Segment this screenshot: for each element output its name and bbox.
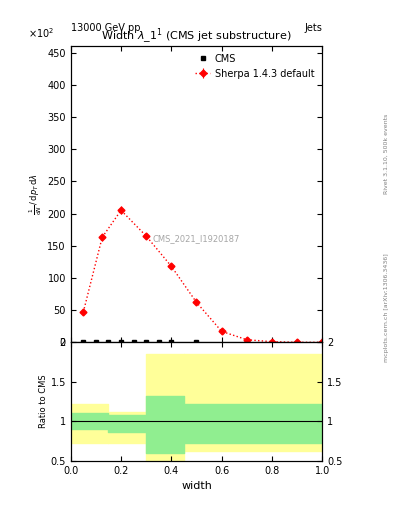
Title: Width $\lambda\_1^1$ (CMS jet substructure): Width $\lambda\_1^1$ (CMS jet substructu…	[101, 27, 292, 46]
CMS	[81, 339, 86, 346]
Text: Rivet 3.1.10, 500k events: Rivet 3.1.10, 500k events	[384, 114, 389, 194]
CMS	[131, 339, 136, 346]
CMS	[156, 339, 161, 346]
Y-axis label: $\frac{1}{\mathrm{d}N}\,/\,\mathrm{d}p_T\,\mathrm{d}\lambda$: $\frac{1}{\mathrm{d}N}\,/\,\mathrm{d}p_T…	[28, 173, 44, 215]
Line: CMS: CMS	[81, 340, 199, 345]
Text: Jets: Jets	[305, 23, 322, 33]
Text: mcplots.cern.ch [arXiv:1306.3436]: mcplots.cern.ch [arXiv:1306.3436]	[384, 253, 389, 361]
CMS	[169, 339, 174, 346]
X-axis label: width: width	[181, 481, 212, 491]
CMS	[106, 339, 111, 346]
Text: 13000 GeV pp: 13000 GeV pp	[71, 23, 140, 33]
Text: CMS_2021_I1920187: CMS_2021_I1920187	[153, 234, 240, 243]
CMS	[144, 339, 149, 346]
CMS	[194, 339, 199, 346]
Y-axis label: Ratio to CMS: Ratio to CMS	[39, 375, 48, 429]
CMS	[119, 339, 123, 346]
CMS	[94, 339, 98, 346]
Legend: CMS, Sherpa 1.4.3 default: CMS, Sherpa 1.4.3 default	[193, 51, 318, 81]
Text: $\times 10^2$: $\times 10^2$	[28, 26, 54, 40]
